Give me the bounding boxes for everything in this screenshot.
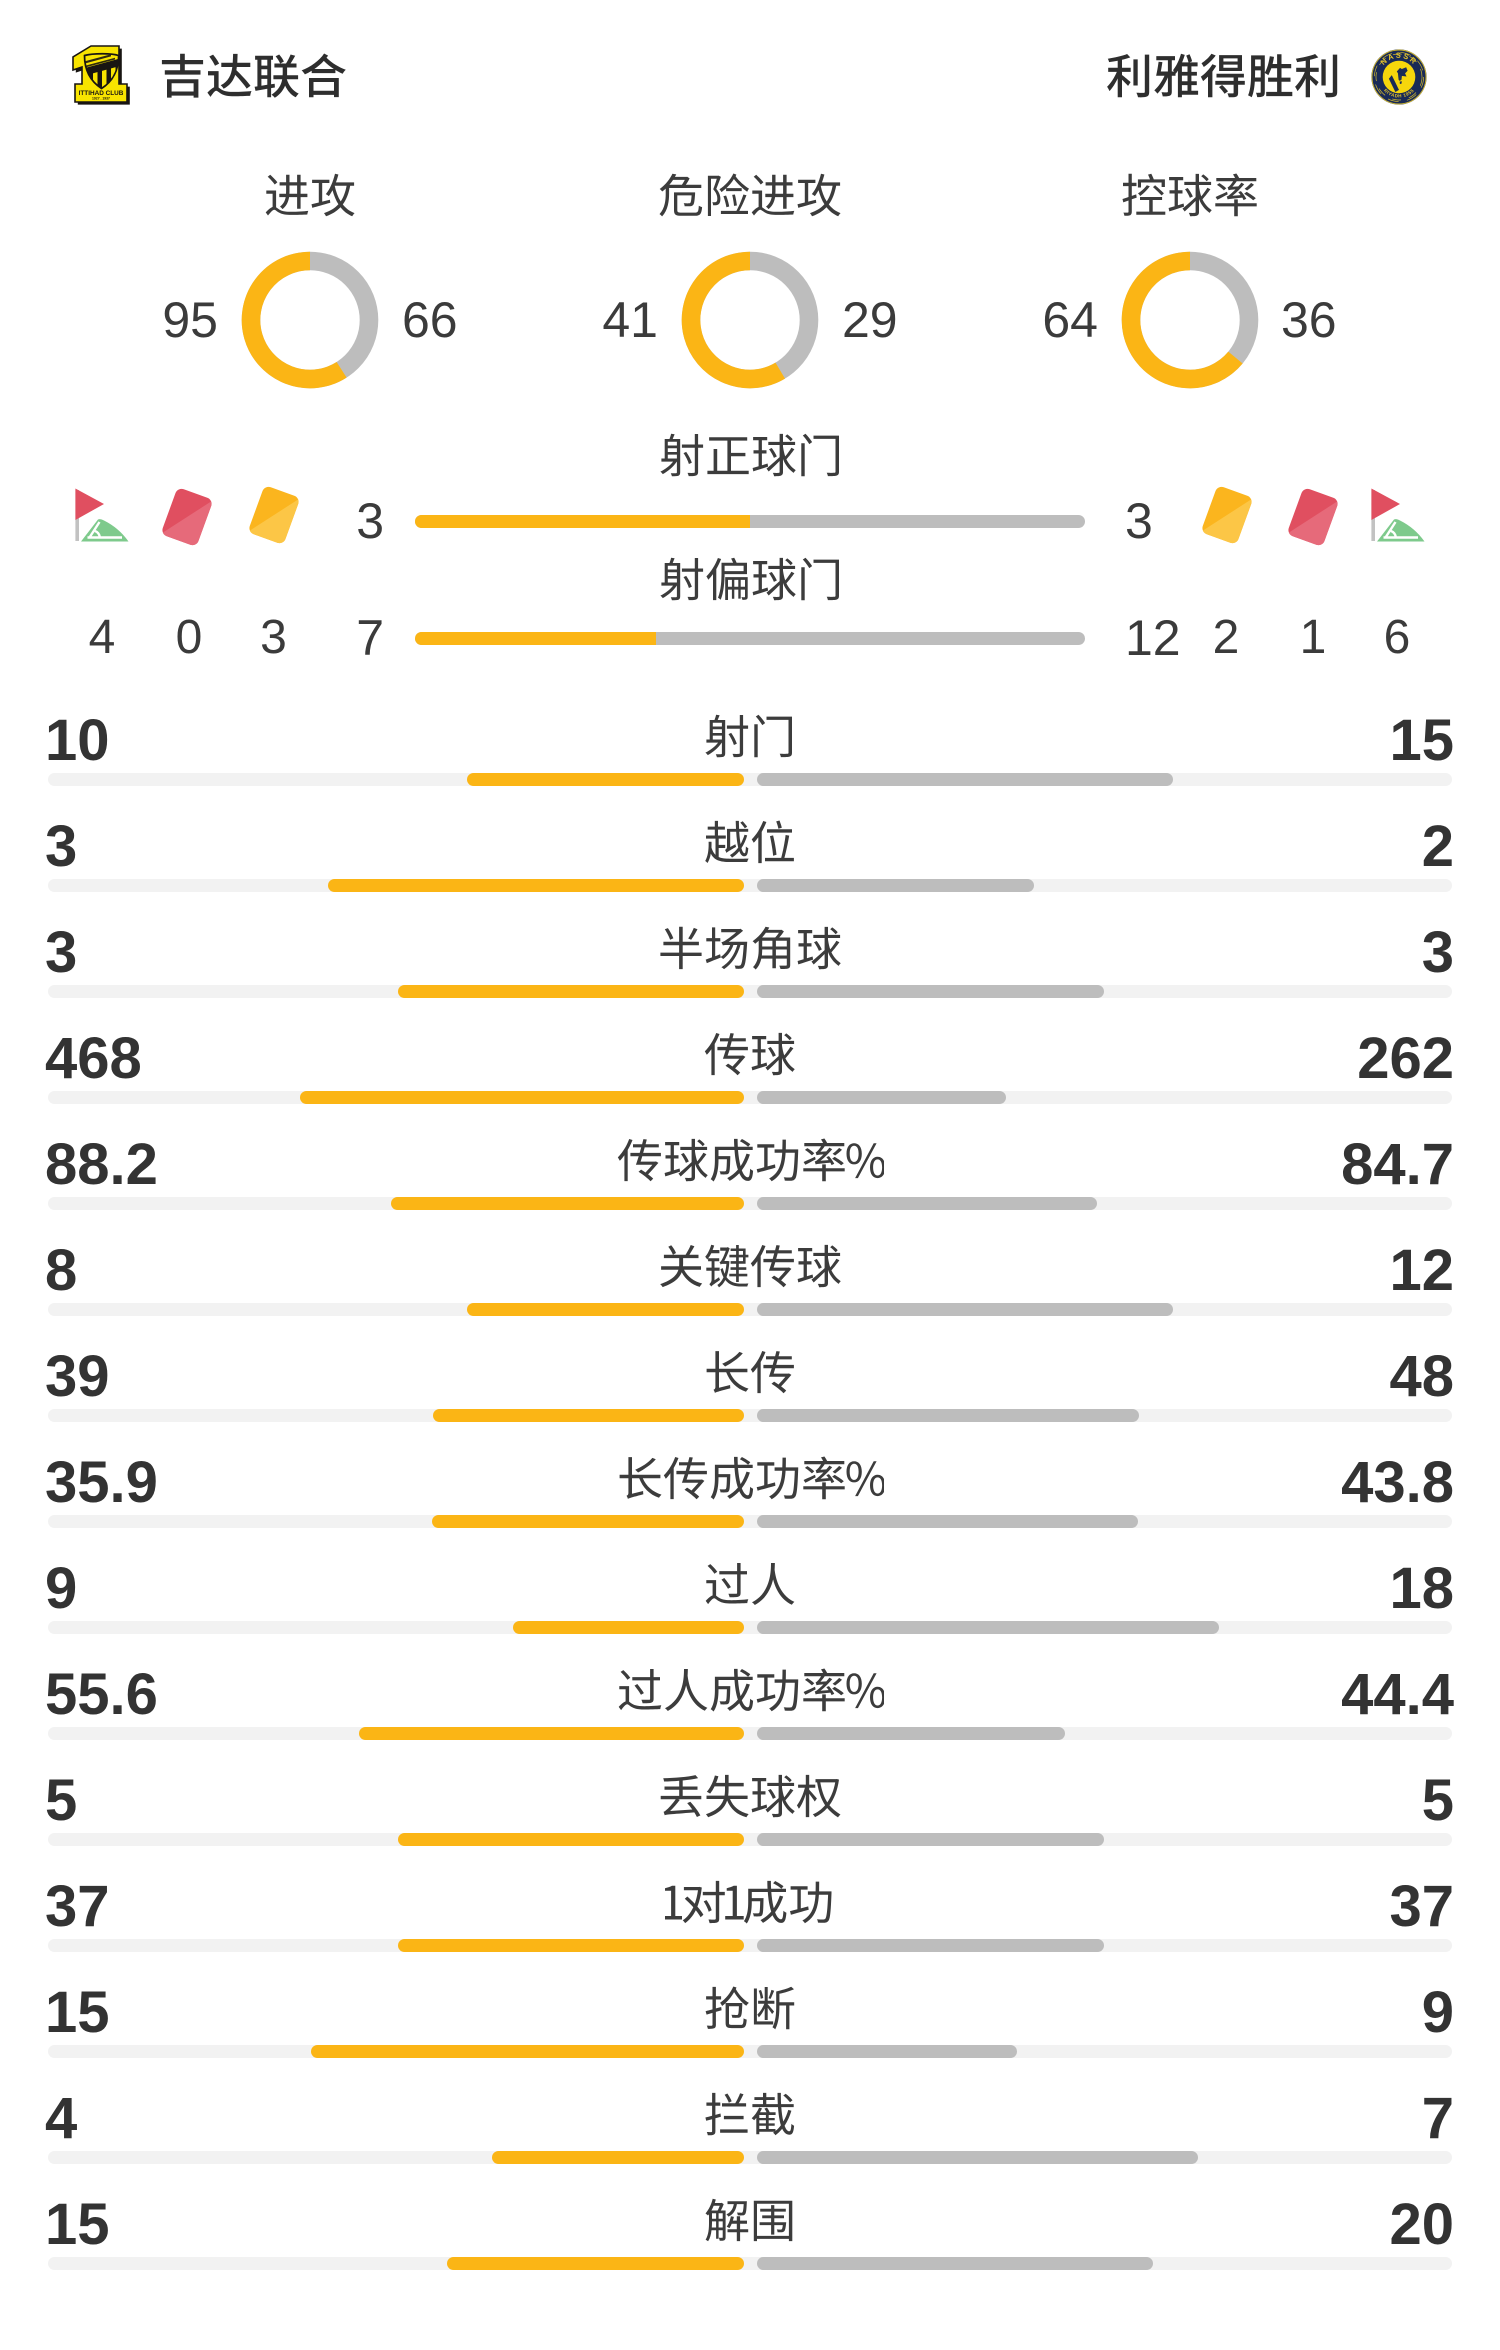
svg-text:ITTIHAD CLUB: ITTIHAD CLUB — [79, 90, 124, 97]
svg-text:1927 . 1937: 1927 . 1937 — [92, 97, 110, 101]
